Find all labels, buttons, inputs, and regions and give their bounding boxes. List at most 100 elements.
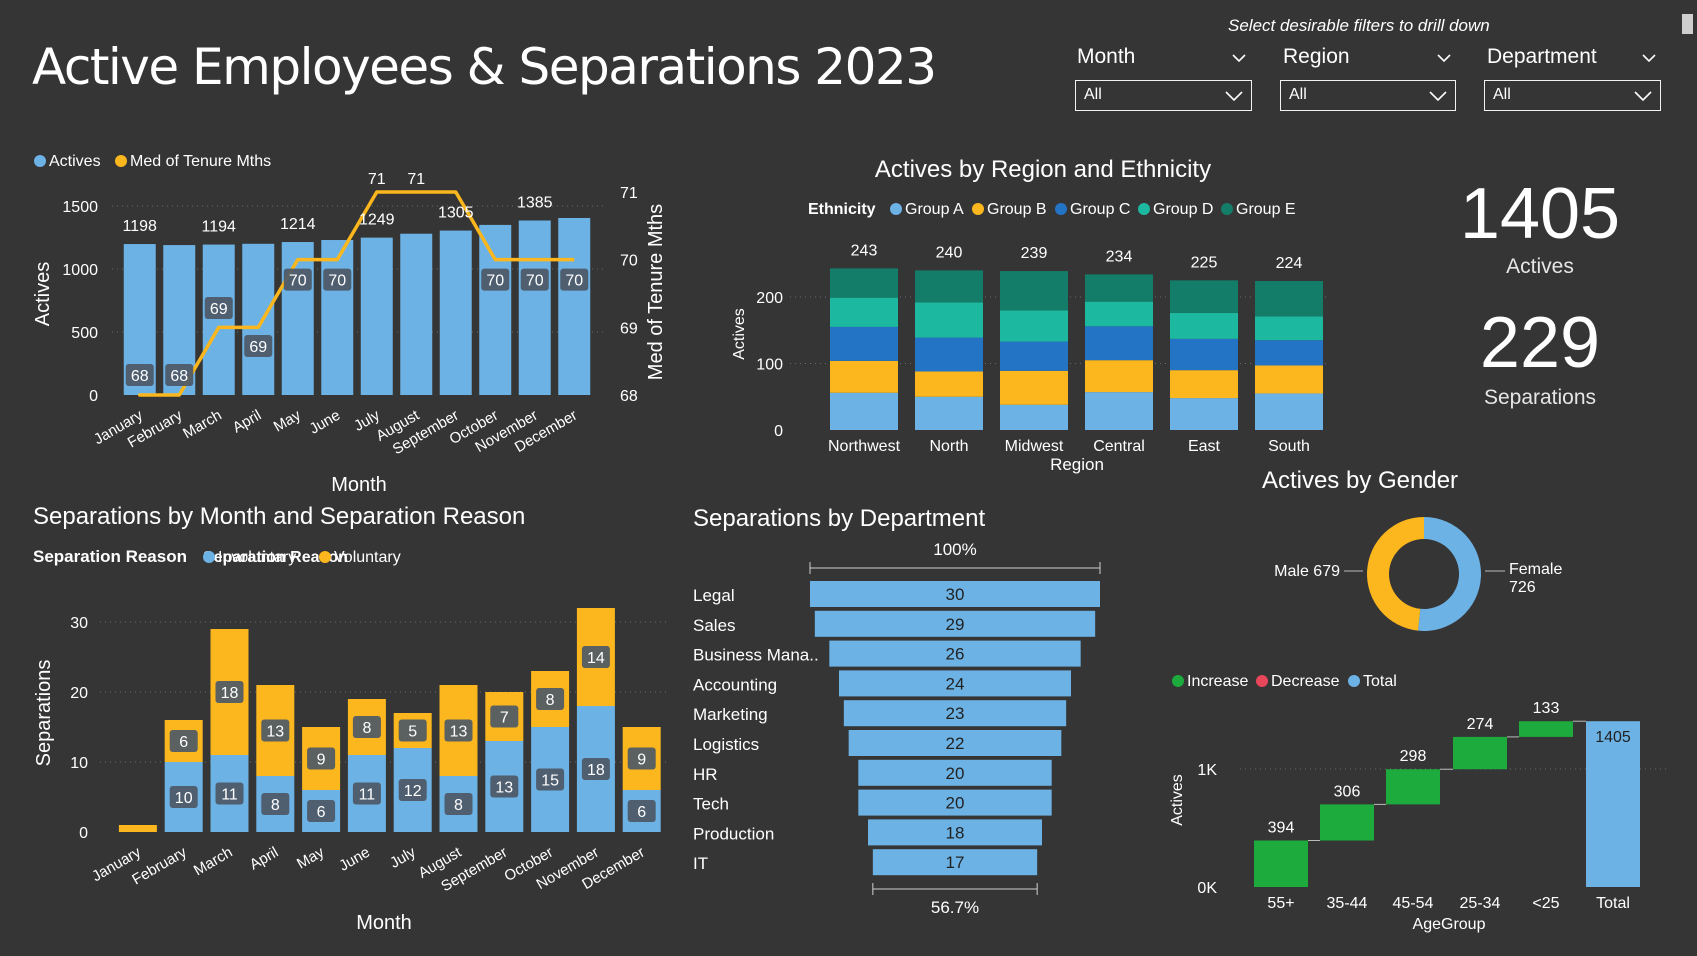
legend-item[interactable]: Increase <box>1172 673 1248 690</box>
ethnicity-bar-segment[interactable] <box>1255 340 1323 366</box>
ethnicity-bar-segment[interactable] <box>1000 370 1068 405</box>
actives-bar[interactable] <box>558 217 591 395</box>
department-funnel-bar[interactable] <box>814 610 1096 637</box>
department-data-label: 24 <box>946 674 965 693</box>
ethnicity-bar-segment[interactable] <box>1255 316 1323 341</box>
increase-bar[interactable] <box>1320 804 1374 841</box>
tenure-line <box>138 190 575 397</box>
ethnicity-bar-segment[interactable] <box>1170 312 1238 339</box>
legend-item[interactable]: Med of Tenure Mths <box>115 153 271 170</box>
ethnicity-bar-segment[interactable] <box>1085 392 1153 430</box>
voluntary-bar[interactable] <box>118 825 157 832</box>
female-slice[interactable] <box>1418 517 1481 631</box>
actives-tenure-chart[interactable]: Actives Med of Tenure Mths 0 500 1000 1500 68 6… <box>32 153 667 496</box>
ethnicity-bar-segment[interactable] <box>1085 301 1153 327</box>
department-funnel-bar[interactable] <box>858 759 1052 786</box>
month-dropdown[interactable]: All <box>1075 80 1252 111</box>
tenure-data-label-box <box>323 268 352 291</box>
separations-department-chart[interactable]: Separations by Department 100% 30 Legal 29 Sa… <box>693 505 1101 917</box>
increase-bar[interactable] <box>1386 769 1440 805</box>
legend-item[interactable]: Group A <box>890 201 964 218</box>
ethnicity-bar-segment[interactable] <box>1000 341 1068 371</box>
male-data-label: Male 679 <box>1274 563 1340 580</box>
department-data-label: 20 <box>946 794 965 813</box>
department-funnel-bar[interactable] <box>839 670 1071 697</box>
increase-bar[interactable] <box>1254 840 1308 887</box>
ethnicity-bar-segment[interactable] <box>1085 326 1153 361</box>
ethnicity-bar-segment[interactable] <box>1170 280 1238 313</box>
total-bar[interactable] <box>1586 721 1640 887</box>
ethnicity-bar-segment[interactable] <box>1255 393 1323 430</box>
ethnicity-bar-segment[interactable] <box>830 326 898 361</box>
ethnicity-bar-segment[interactable] <box>915 396 983 430</box>
actives-data-label: 1214 <box>280 216 316 233</box>
department-funnel-bar[interactable] <box>848 730 1062 756</box>
ethnicity-bar-segment[interactable] <box>915 371 983 397</box>
y-tick-label: 1K <box>1197 762 1217 779</box>
legend-item[interactable]: Group C <box>1055 201 1130 218</box>
ethnicity-bar-segment[interactable] <box>830 392 898 430</box>
involuntary-data-label-box <box>261 793 290 815</box>
legend-item[interactable]: Group E <box>1221 201 1296 218</box>
ethnicity-bar-segment[interactable] <box>1000 271 1068 311</box>
actives-bar[interactable] <box>518 220 551 395</box>
region-dropdown[interactable]: All <box>1280 80 1456 111</box>
actives-bar[interactable] <box>281 242 314 395</box>
ethnicity-bar-segment[interactable] <box>915 270 983 303</box>
legend-item[interactable]: Involuntary <box>203 549 296 566</box>
ethnicity-bar-segment[interactable] <box>1085 274 1153 302</box>
ethnicity-bar-segment[interactable] <box>830 360 898 393</box>
region-ethnicity-chart[interactable]: Actives by Region and Ethnicity Ethnicity… <box>731 156 1330 474</box>
separations-month-chart[interactable]: Separations by Month and Separation Reas… <box>33 503 670 934</box>
ethnicity-bar-segment[interactable] <box>830 268 898 298</box>
y-axis-title: Actives <box>1169 774 1186 826</box>
ethnicity-bar-segment[interactable] <box>1255 365 1323 394</box>
voluntary-data-label: 13 <box>450 724 468 741</box>
ethnicity-bar-segment[interactable] <box>1000 310 1068 342</box>
involuntary-data-label: 18 <box>587 762 605 779</box>
department-funnel-bar[interactable] <box>810 581 1100 607</box>
department-funnel-bar[interactable] <box>829 640 1081 667</box>
department-dropdown[interactable]: All <box>1484 80 1661 111</box>
ethnicity-bar-segment[interactable] <box>1085 360 1153 393</box>
ethnicity-bar-segment[interactable] <box>915 337 983 372</box>
ethnicity-bar-segment[interactable] <box>915 302 983 338</box>
actives-bar[interactable] <box>479 224 512 395</box>
ethnicity-bar-segment[interactable] <box>1170 398 1238 430</box>
actives-bar[interactable] <box>202 244 235 395</box>
increase-bar[interactable] <box>1519 721 1573 737</box>
legend-item[interactable]: Total <box>1348 673 1397 690</box>
agegroup-waterfall-chart[interactable]: Increase Decrease Total 0K 1K Actives AgeGroup… <box>1169 673 1670 933</box>
chevron-down-icon[interactable] <box>1436 50 1452 66</box>
x-tick-label: 45-54 <box>1393 895 1434 912</box>
ethnicity-bar-segment[interactable] <box>1255 281 1323 317</box>
actives-bar[interactable] <box>400 233 433 395</box>
department-funnel-bar[interactable] <box>868 819 1042 846</box>
department-funnel-bar[interactable] <box>858 789 1052 816</box>
ethnicity-bar-segment[interactable] <box>1170 370 1238 399</box>
legend-marker <box>319 551 331 563</box>
male-slice[interactable] <box>1366 517 1424 631</box>
actives-bar[interactable] <box>439 230 472 395</box>
scrollbar-thumb[interactable] <box>1682 14 1693 34</box>
chevron-down-icon[interactable] <box>1641 50 1657 66</box>
legend-item[interactable]: Group B <box>972 201 1047 218</box>
legend-item[interactable]: Actives <box>34 153 101 170</box>
department-funnel-bar[interactable] <box>872 849 1038 876</box>
legend-item[interactable]: Decrease <box>1256 673 1340 690</box>
ethnicity-bar-segment[interactable] <box>1000 404 1068 430</box>
department-funnel-bar[interactable] <box>843 700 1067 727</box>
actives-bar[interactable] <box>242 243 275 395</box>
legend-label: Group A <box>905 201 964 218</box>
kpi-separations-label: Separations <box>1483 386 1597 409</box>
ethnicity-bar-segment[interactable] <box>1170 338 1238 371</box>
actives-bar[interactable] <box>360 237 393 395</box>
legend-item[interactable]: Group D <box>1138 201 1213 218</box>
actives-bar[interactable] <box>321 240 354 395</box>
ethnicity-bar-segment[interactable] <box>830 297 898 327</box>
chevron-down-icon[interactable] <box>1231 50 1247 66</box>
increase-bar[interactable] <box>1453 736 1507 770</box>
legend-item[interactable]: Voluntary <box>319 549 401 566</box>
